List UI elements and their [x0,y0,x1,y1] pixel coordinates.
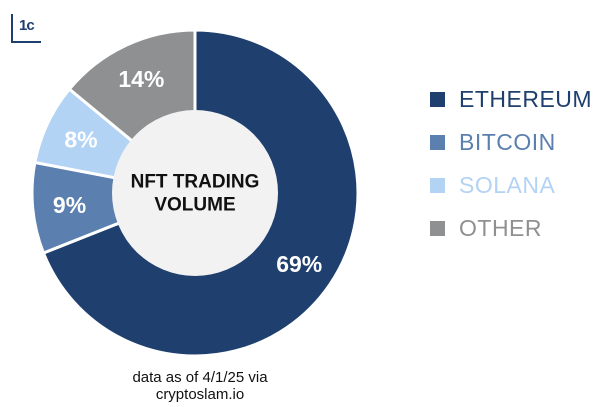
brand-logo: 1c [11,14,41,43]
legend-label: OTHER [459,214,542,241]
footnote: data as of 4/1/25 via cryptoslam.io [132,369,268,403]
legend-item-solana: SOLANA [430,171,592,198]
legend-label: SOLANA [459,171,556,198]
legend-swatch [430,134,445,150]
legend-item-bitcoin: BITCOIN [430,128,592,155]
legend-item-other: OTHER [430,214,592,241]
legend-swatch [430,91,445,107]
center-label-line-2: VOLUME [154,195,235,216]
chart-legend: ETHEREUM BITCOIN SOLANA OTHER [430,85,593,260]
legend-label: ETHEREUM [459,85,593,112]
donut-hole [112,110,278,276]
legend-swatch [430,177,445,193]
brand-logo-text: 1c [19,17,35,34]
data-label-solana: 8% [64,126,97,152]
data-label-ethereum: 69% [276,251,322,277]
legend-label: BITCOIN [459,128,556,155]
center-label-line-1: NFT TRADING [131,172,260,193]
legend-swatch [430,220,445,236]
legend-item-ethereum: ETHEREUM [430,85,593,112]
data-label-other: 14% [118,66,164,92]
data-label-bitcoin: 9% [53,192,86,218]
